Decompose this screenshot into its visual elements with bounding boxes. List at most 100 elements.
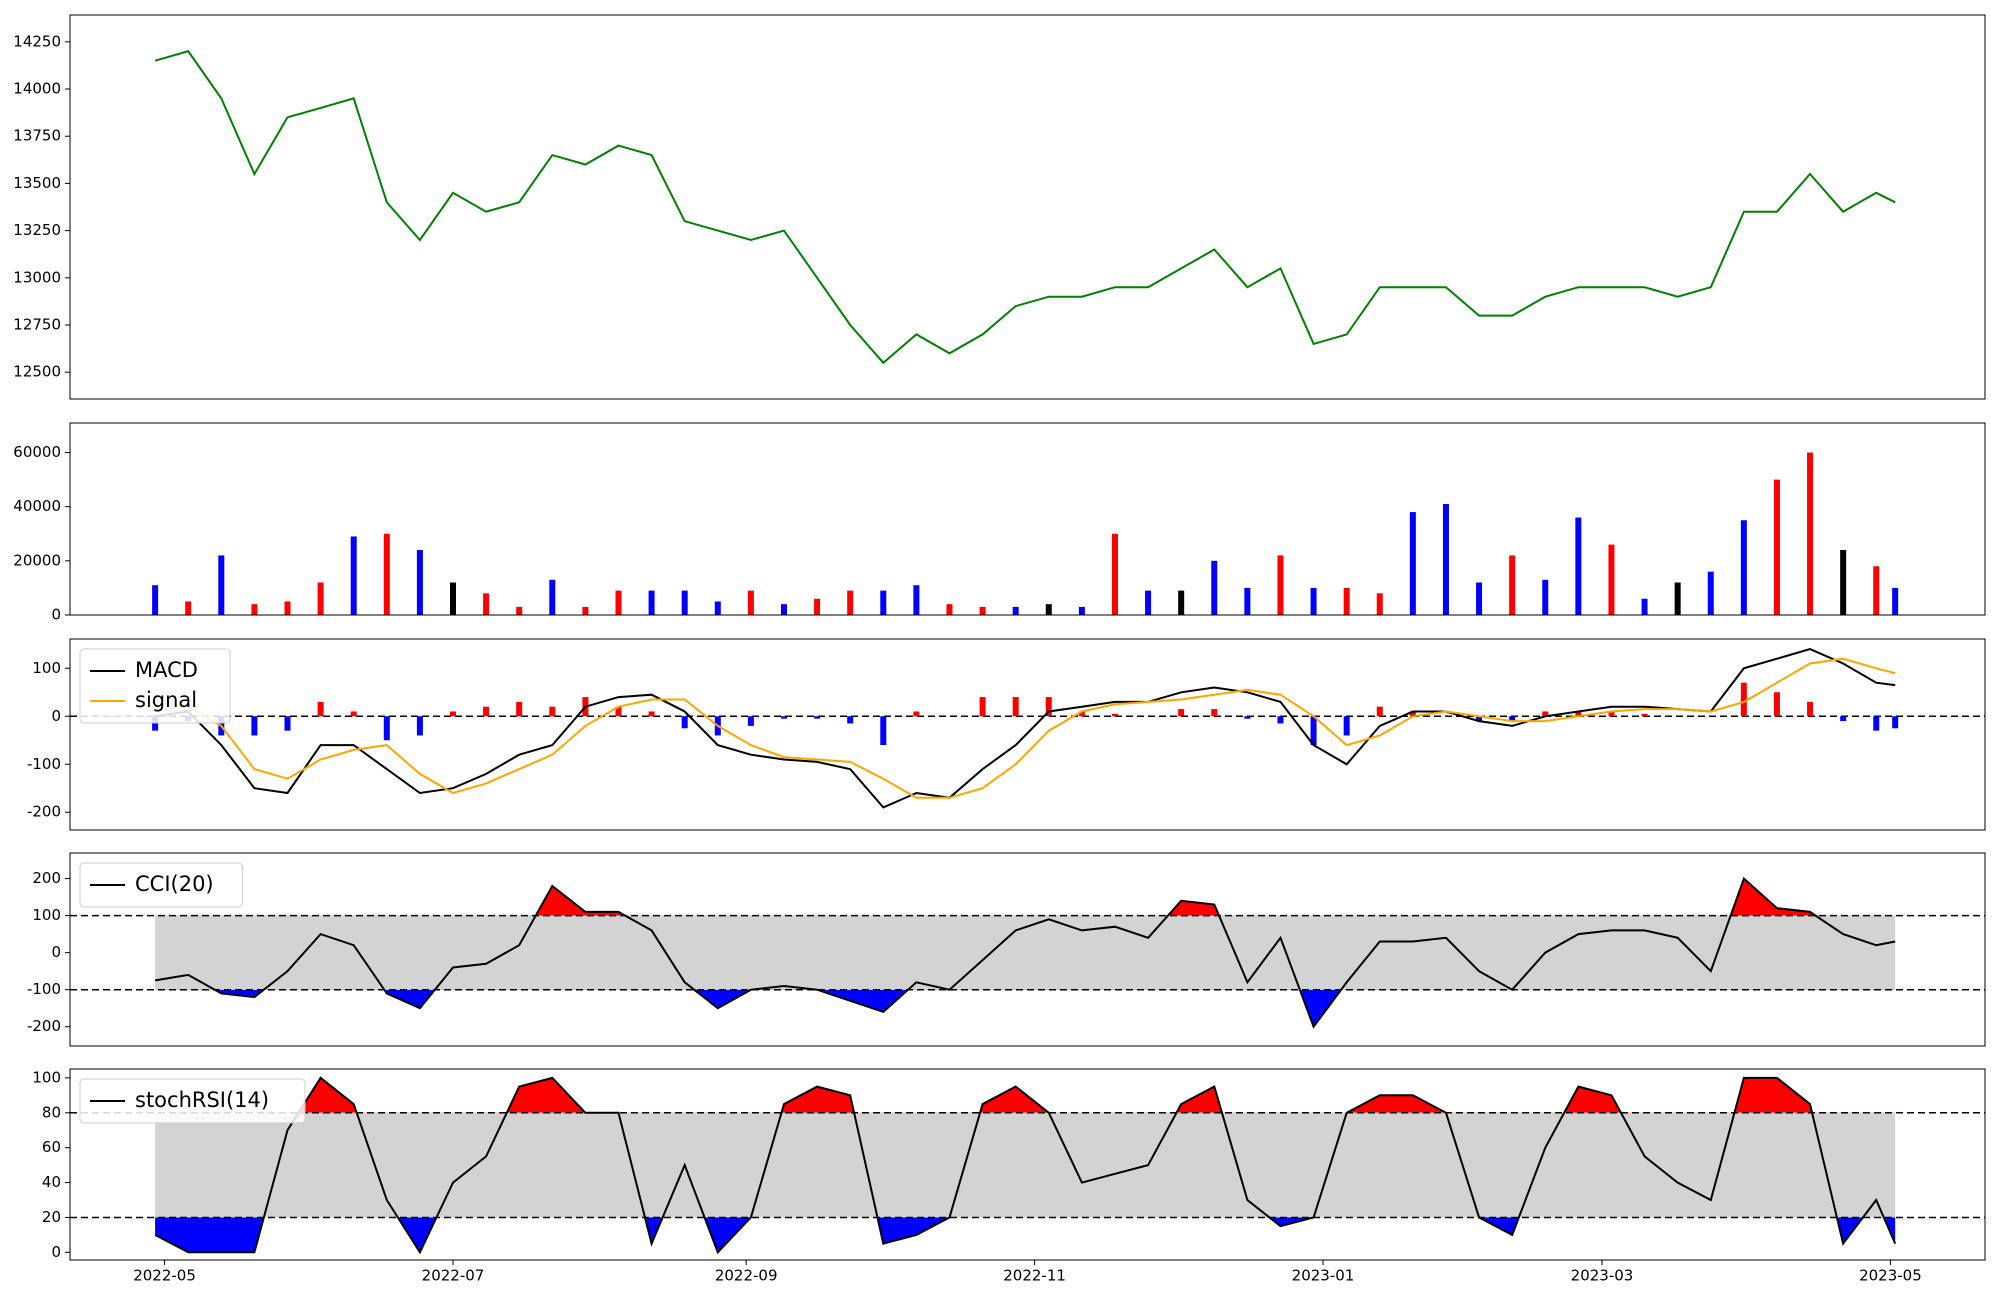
indicator-line <box>154 648 1896 809</box>
volume-bar <box>152 585 159 615</box>
volume-bar <box>979 606 986 615</box>
histogram-bar <box>284 716 291 731</box>
volume-bar <box>1078 606 1085 615</box>
y-tick-label: 13500 <box>13 174 61 192</box>
volume-bar <box>317 582 324 615</box>
histogram-bar <box>350 711 357 717</box>
histogram-bar <box>880 716 887 746</box>
volume-bar <box>1807 452 1814 615</box>
histogram-bar <box>1244 716 1251 719</box>
y-tick-label: 12750 <box>13 315 61 333</box>
histogram-bar <box>450 711 456 717</box>
x-tick-label: 2023-03 <box>1571 1267 1634 1285</box>
volume-bar <box>1012 606 1019 615</box>
panel-frame <box>69 422 1986 616</box>
y-tick-label: 60000 <box>13 443 61 461</box>
histogram-bar <box>1542 711 1549 717</box>
y-tick-label: 13250 <box>13 221 61 239</box>
volume-bar <box>1641 598 1648 615</box>
indicator-line <box>154 876 1896 1029</box>
histogram-bar <box>1892 716 1899 729</box>
volume-bar <box>1608 544 1615 615</box>
volume-bar <box>549 579 556 615</box>
y-tick-label: 0 <box>51 1243 61 1261</box>
legend-label: stochRSI(14) <box>135 1088 269 1112</box>
histogram-bar <box>780 716 787 719</box>
histogram-bar <box>1012 697 1019 717</box>
volume-bar <box>1442 503 1449 615</box>
histogram-bar <box>1509 716 1516 722</box>
y-tick-label: 100 <box>32 1068 61 1086</box>
y-tick-label: 20 <box>42 1208 61 1226</box>
volume-bar <box>1674 582 1681 615</box>
volume-bar <box>350 536 357 615</box>
y-tick-label: -200 <box>27 803 61 821</box>
y-tick-label: 40 <box>42 1173 61 1191</box>
volume-bar <box>516 606 523 615</box>
legend-label: CCI(20) <box>135 872 214 896</box>
volume-bar <box>1244 587 1251 615</box>
volume-bar <box>218 555 225 615</box>
y-tick-label: 13750 <box>13 127 61 145</box>
histogram-bar <box>913 711 920 717</box>
volume-bar <box>416 550 423 615</box>
volume-bar <box>1111 533 1118 615</box>
histogram-bar <box>1045 697 1052 717</box>
panel-frame <box>69 852 1986 1047</box>
volume-bar <box>1476 582 1483 615</box>
volume-bar <box>1310 587 1317 615</box>
volume-bar <box>946 604 953 615</box>
legend-box <box>79 862 243 908</box>
volume-bar <box>880 590 887 615</box>
y-tick-label: 80 <box>42 1103 61 1121</box>
volume-bar <box>251 604 258 615</box>
histogram-bar <box>383 716 390 741</box>
volume-bar <box>681 590 688 615</box>
volume-bar <box>1145 590 1152 615</box>
volume-bar <box>185 601 192 615</box>
y-tick-label: 0 <box>51 943 61 961</box>
volume-bar <box>284 601 291 615</box>
histogram-bar <box>549 706 556 717</box>
histogram-bar <box>1807 701 1814 717</box>
y-tick-label: 0 <box>51 606 61 624</box>
y-tick-label: -200 <box>27 1017 61 1035</box>
y-tick-label: -100 <box>27 755 61 773</box>
panel-frame <box>69 14 1986 400</box>
indicator-line <box>154 657 1896 799</box>
histogram-bar <box>1840 716 1847 722</box>
volume-bar <box>1873 566 1880 615</box>
legend-label: MACD <box>135 658 198 682</box>
histogram-bar <box>1575 711 1582 717</box>
indicator-line <box>154 1076 1897 1255</box>
histogram-bar <box>1608 711 1615 717</box>
x-tick-label: 2023-05 <box>1859 1267 1922 1285</box>
histogram-bar <box>1476 716 1483 722</box>
x-tick-label: 2022-05 <box>133 1267 196 1285</box>
legend-label: signal <box>135 688 197 712</box>
histogram-bar <box>1641 713 1648 717</box>
y-tick-label: 13000 <box>13 268 61 286</box>
histogram-bar <box>1310 716 1317 746</box>
y-tick-label: 60 <box>42 1138 61 1156</box>
volume-bar <box>1343 587 1350 615</box>
volume-bar <box>648 590 655 615</box>
y-tick-label: 40000 <box>13 497 61 515</box>
y-tick-label: -100 <box>27 980 61 998</box>
volume-bar <box>780 604 787 615</box>
volume-bar <box>582 606 589 615</box>
histogram-bar <box>416 716 423 736</box>
panel-frame <box>69 1068 1986 1261</box>
volume-bar <box>483 593 490 615</box>
volume-bar <box>1575 517 1582 615</box>
y-tick-label: 14000 <box>13 80 61 98</box>
volume-bar <box>714 601 721 615</box>
volume-bar <box>1178 590 1185 615</box>
volume-bar <box>1707 571 1714 615</box>
histogram-bar <box>1409 711 1416 717</box>
histogram-bar <box>516 701 523 717</box>
histogram-bar <box>1773 692 1780 717</box>
volume-bar <box>1509 555 1516 615</box>
volume-bar <box>1740 520 1747 615</box>
